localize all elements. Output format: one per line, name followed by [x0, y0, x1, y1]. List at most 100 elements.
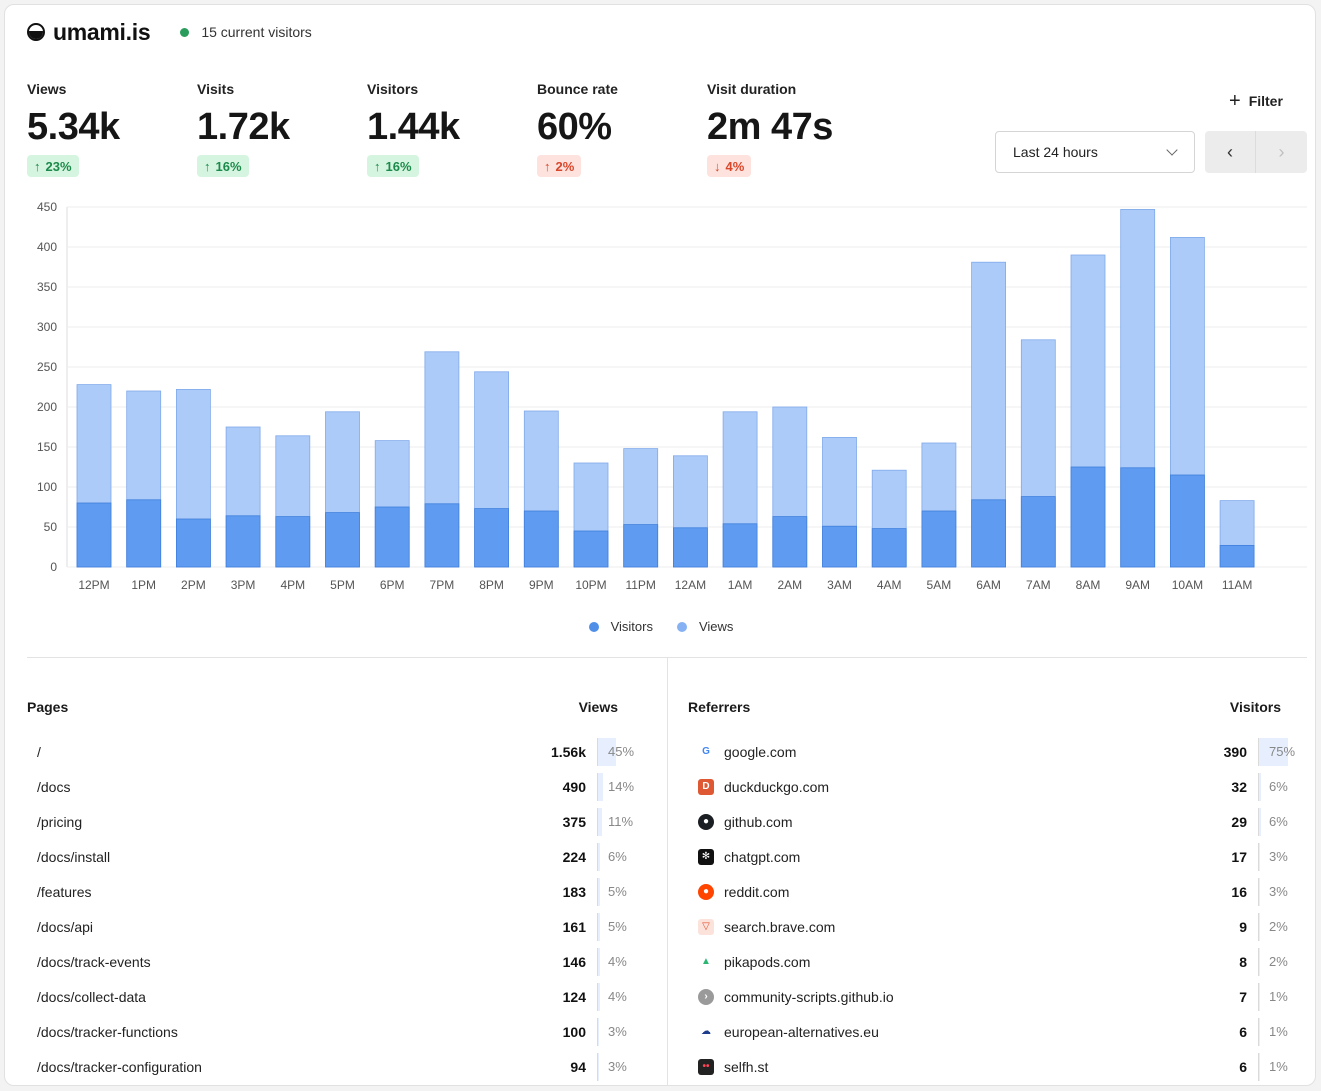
- x-tick-label: 9PM: [529, 578, 554, 592]
- row-label[interactable]: /: [37, 743, 41, 760]
- date-navigation: ‹ ›: [1205, 131, 1307, 173]
- y-tick-label: 400: [37, 240, 57, 254]
- legend-visitors[interactable]: Visitors: [588, 619, 653, 634]
- umami-logo-icon: [27, 23, 45, 41]
- pages-views-column: Views: [578, 699, 618, 715]
- table-row[interactable]: /docs/install 224 6%: [27, 839, 637, 874]
- row-label[interactable]: /docs/install: [37, 848, 111, 865]
- table-row[interactable]: / 1.56k 45%: [27, 734, 637, 769]
- row-label[interactable]: selfh.st: [724, 1058, 769, 1075]
- site-name[interactable]: umami.is: [53, 18, 151, 45]
- row-value: 6: [1239, 1023, 1247, 1040]
- table-row[interactable]: ☁ european-alternatives.eu 6 1%: [688, 1014, 1298, 1049]
- bar-visitors: [1120, 467, 1156, 568]
- row-label[interactable]: community-scripts.github.io: [724, 988, 894, 1005]
- table-row[interactable]: /docs/tracker-functions 100 3%: [27, 1014, 637, 1049]
- referrers-title: Referrers: [688, 699, 751, 715]
- bar-visitors: [871, 528, 907, 568]
- row-label[interactable]: reddit.com: [724, 883, 790, 900]
- percent-bar: [1259, 737, 1289, 766]
- row-label[interactable]: chatgpt.com: [724, 848, 801, 865]
- row-label[interactable]: duckduckgo.com: [724, 778, 830, 795]
- row-label[interactable]: google.com: [724, 743, 797, 760]
- row-label[interactable]: /features: [37, 883, 92, 900]
- table-row[interactable]: /docs/api 161 5%: [27, 909, 637, 944]
- table-row[interactable]: /docs/tracker-configuration 94 3%: [27, 1049, 637, 1084]
- row-percent-text: 75%: [1269, 744, 1296, 759]
- table-row[interactable]: •• selfh.st 6 1%: [688, 1049, 1298, 1084]
- row-label-wrap: /docs/track-events: [27, 954, 517, 970]
- current-visitors: 15 current visitors: [180, 24, 312, 40]
- plus-icon: +: [1229, 90, 1241, 112]
- traffic-chart-svg: 0 50 100 150 200 250 300 350 400 450 12PM 1PM 2PM 3PM…: [37, 200, 1307, 592]
- row-percent: 4%: [597, 947, 637, 976]
- row-label[interactable]: european-alternatives.eu: [724, 1023, 879, 1040]
- percent-bar: [598, 737, 616, 766]
- percent-bar: [598, 877, 600, 906]
- community-scripts-icon: ›: [698, 988, 714, 1005]
- metric-label: Bounce rate: [537, 81, 618, 97]
- bar-visitors: [126, 499, 162, 568]
- x-tick-label: 1PM: [131, 578, 156, 592]
- metric-label: Views: [27, 81, 67, 97]
- row-label[interactable]: /docs/api: [37, 918, 94, 935]
- row-label[interactable]: search.brave.com: [724, 918, 836, 935]
- row-label-wrap: ✻ chatgpt.com: [688, 848, 1178, 865]
- row-label-wrap: ▲ pikapods.com: [688, 953, 1178, 970]
- table-row[interactable]: ● github.com 29 6%: [688, 804, 1298, 839]
- row-percent: 3%: [1258, 842, 1298, 871]
- table-row[interactable]: /docs 490 14%: [27, 769, 637, 804]
- row-label[interactable]: /docs/tracker-functions: [37, 1023, 178, 1040]
- table-row[interactable]: ✻ chatgpt.com 17 3%: [688, 839, 1298, 874]
- legend-views[interactable]: Views: [676, 619, 733, 634]
- x-tick-label: 3PM: [231, 578, 256, 592]
- table-row[interactable]: ▽ search.brave.com 9 2%: [688, 909, 1298, 944]
- percent-bar: [1259, 807, 1262, 836]
- row-label-wrap: ● reddit.com: [688, 883, 1178, 900]
- row-label[interactable]: /docs/collect-data: [37, 988, 146, 1005]
- row-label-wrap: › community-scripts.github.io: [688, 988, 1178, 1005]
- metrics-bar: Views 5.34k ↑ 23% Visits 1.72k ↑ 16% Visitors 1.4…: [27, 81, 877, 177]
- x-tick-label: 7AM: [1026, 578, 1051, 592]
- chevron-down-icon: [1166, 144, 1178, 156]
- table-row[interactable]: /docs/collect-data 124 4%: [27, 979, 637, 1014]
- table-row[interactable]: ● reddit.com 16 3%: [688, 874, 1298, 909]
- percent-bar: [598, 1052, 600, 1081]
- legend-visitors-label: Visitors: [610, 619, 653, 634]
- row-percent: 75%: [1258, 737, 1298, 766]
- row-label[interactable]: /pricing: [37, 813, 83, 830]
- y-tick-label: 100: [37, 480, 57, 494]
- row-label[interactable]: /docs/tracker-configuration: [37, 1058, 202, 1075]
- y-tick-label: 450: [37, 200, 57, 214]
- metric-value: 5.34k: [27, 106, 120, 148]
- row-percent: 3%: [1258, 877, 1298, 906]
- row-percent: 11%: [597, 807, 637, 836]
- table-row[interactable]: /docs/track-events 146 4%: [27, 944, 637, 979]
- table-row[interactable]: › community-scripts.github.io 7 1%: [688, 979, 1298, 1014]
- row-value: 390: [1223, 743, 1247, 760]
- row-label[interactable]: /docs: [37, 778, 71, 795]
- reddit-icon: ●: [698, 883, 714, 900]
- chevron-left-icon: ‹: [1227, 141, 1233, 162]
- row-label[interactable]: github.com: [724, 813, 793, 830]
- pages-panel: Pages Views / 1.56k 45% /docs 490 14% /pricing…: [27, 699, 637, 1084]
- table-row[interactable]: /features 183 5%: [27, 874, 637, 909]
- table-row[interactable]: /pricing 375 11%: [27, 804, 637, 839]
- filter-button[interactable]: + Filter: [1229, 91, 1283, 111]
- next-period-button[interactable]: ›: [1256, 131, 1307, 173]
- row-value: 1.56k: [550, 743, 586, 760]
- row-label[interactable]: pikapods.com: [724, 953, 811, 970]
- row-label[interactable]: /docs/track-events: [37, 953, 151, 970]
- current-visitors-text: 15 current visitors: [201, 24, 312, 40]
- x-tick-label: 6PM: [380, 578, 405, 592]
- date-range-select[interactable]: Last 24 hours: [995, 131, 1195, 173]
- previous-period-button[interactable]: ‹: [1205, 131, 1256, 173]
- row-label-wrap: /docs/tracker-functions: [27, 1024, 517, 1040]
- row-value: 161: [562, 918, 586, 935]
- row-percent: 6%: [1258, 807, 1298, 836]
- table-row[interactable]: ▲ pikapods.com 8 2%: [688, 944, 1298, 979]
- dashboard-card: umami.is 15 current visitors Views 5.34k ↑…: [4, 4, 1316, 1086]
